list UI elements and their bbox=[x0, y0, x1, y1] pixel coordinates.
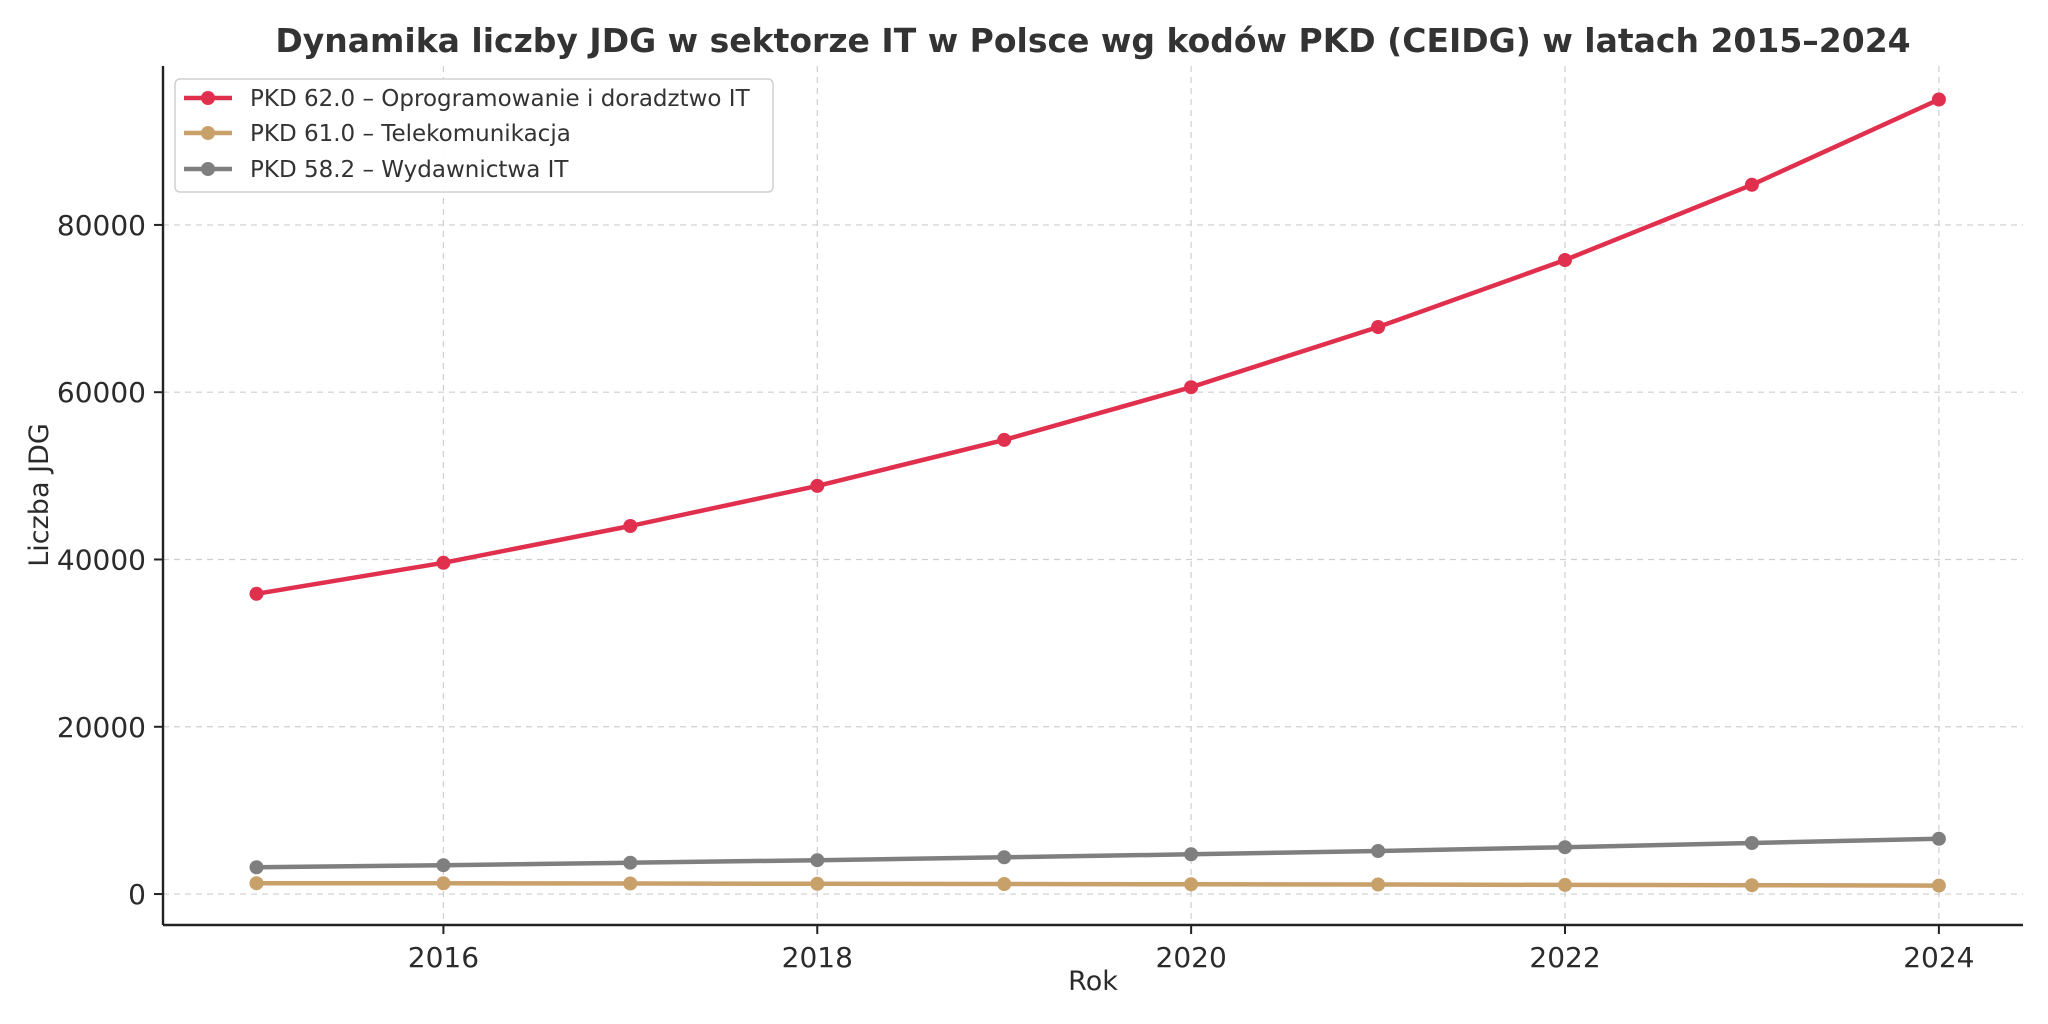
data-point-pkd-62-2021 bbox=[1371, 320, 1386, 334]
data-point-pkd-58-2017 bbox=[623, 855, 638, 870]
data-point-pkd-62-2015 bbox=[249, 586, 264, 601]
data-point-pkd-61-2015 bbox=[249, 876, 264, 891]
data-point-pkd-58-2024 bbox=[1931, 831, 1946, 846]
data-point-pkd-58-2021 bbox=[1371, 844, 1386, 858]
y-tick-label-20000: 20000 bbox=[57, 711, 146, 744]
data-point-pkd-58-2023 bbox=[1744, 836, 1759, 850]
data-point-pkd-62-2023 bbox=[1744, 177, 1759, 192]
legend-label-pkd-58: PKD 58.2 – Wydawnictwa IT bbox=[250, 157, 569, 183]
data-point-pkd-62-2017 bbox=[623, 519, 638, 533]
x-tick-label-2024: 2024 bbox=[1903, 941, 1974, 974]
data-point-pkd-61-2016 bbox=[436, 876, 451, 891]
data-point-pkd-58-2016 bbox=[436, 858, 451, 873]
x-tick-label-2022: 2022 bbox=[1529, 941, 1600, 974]
data-point-pkd-61-2024 bbox=[1931, 878, 1946, 893]
series-line-pkd-61 bbox=[254, 880, 1942, 888]
legend-label-pkd-62: PKD 62.0 – Oprogramowanie i doradztwo IT bbox=[250, 86, 751, 112]
data-point-pkd-61-2022 bbox=[1558, 877, 1572, 892]
legend-marker-pkd-58 bbox=[201, 162, 215, 176]
legend: PKD 62.0 – Oprogramowanie i doradztwo IT… bbox=[174, 78, 774, 193]
data-point-pkd-62-2022 bbox=[1558, 253, 1572, 267]
x-tick-label-2018: 2018 bbox=[782, 941, 853, 974]
series-line-pkd-62 bbox=[254, 97, 1942, 597]
data-point-pkd-61-2021 bbox=[1371, 877, 1386, 892]
y-tick-label-60000: 60000 bbox=[57, 376, 146, 409]
y-axis-label: Liczba JDG bbox=[24, 423, 55, 567]
data-point-pkd-62-2024 bbox=[1931, 92, 1946, 107]
data-point-pkd-58-2015 bbox=[249, 860, 264, 875]
series-lines bbox=[254, 97, 1942, 888]
axes bbox=[161, 66, 2023, 927]
y-tick-label-0: 0 bbox=[128, 878, 146, 911]
legend-box bbox=[174, 78, 774, 193]
y-tick-label-80000: 80000 bbox=[57, 209, 146, 242]
chart-title: Dynamika liczby JDG w sektorze IT w Pols… bbox=[275, 21, 1910, 60]
legend-marker-pkd-62 bbox=[201, 91, 215, 105]
data-point-pkd-58-2022 bbox=[1558, 840, 1572, 855]
data-point-pkd-61-2019 bbox=[997, 877, 1012, 891]
data-point-pkd-58-2020 bbox=[1184, 847, 1199, 862]
data-point-pkd-61-2018 bbox=[810, 876, 825, 891]
x-axis-label: Rok bbox=[1068, 966, 1118, 997]
data-point-pkd-58-2019 bbox=[997, 850, 1012, 865]
legend-label-pkd-61: PKD 61.0 – Telekomunikacja bbox=[250, 121, 571, 147]
data-point-pkd-62-2018 bbox=[810, 478, 825, 493]
data-point-pkd-62-2020 bbox=[1184, 380, 1199, 395]
y-ticks: 0 20000 40000 60000 80000 bbox=[57, 209, 163, 911]
legend-marker-pkd-61 bbox=[201, 126, 215, 140]
series-points bbox=[249, 92, 1946, 893]
data-point-pkd-58-2018 bbox=[810, 853, 825, 868]
x-ticks: 2016 2018 2020 2022 2024 bbox=[408, 925, 1975, 974]
x-tick-label-2016: 2016 bbox=[408, 941, 479, 974]
grid-lines bbox=[163, 66, 2023, 925]
data-point-pkd-62-2016 bbox=[436, 555, 451, 570]
legend-item-pkd-61: PKD 61.0 – Telekomunikacja bbox=[184, 121, 571, 147]
series-line-pkd-58 bbox=[254, 836, 1942, 870]
data-point-pkd-61-2020 bbox=[1184, 877, 1199, 892]
legend-item-pkd-62: PKD 62.0 – Oprogramowanie i doradztwo IT bbox=[184, 86, 751, 112]
x-tick-label-2020: 2020 bbox=[1156, 941, 1227, 974]
legend-item-pkd-58: PKD 58.2 – Wydawnictwa IT bbox=[184, 157, 569, 183]
y-tick-label-40000: 40000 bbox=[57, 543, 146, 576]
data-point-pkd-61-2017 bbox=[623, 876, 638, 891]
data-point-pkd-61-2023 bbox=[1744, 878, 1759, 893]
data-point-pkd-62-2019 bbox=[997, 432, 1012, 447]
